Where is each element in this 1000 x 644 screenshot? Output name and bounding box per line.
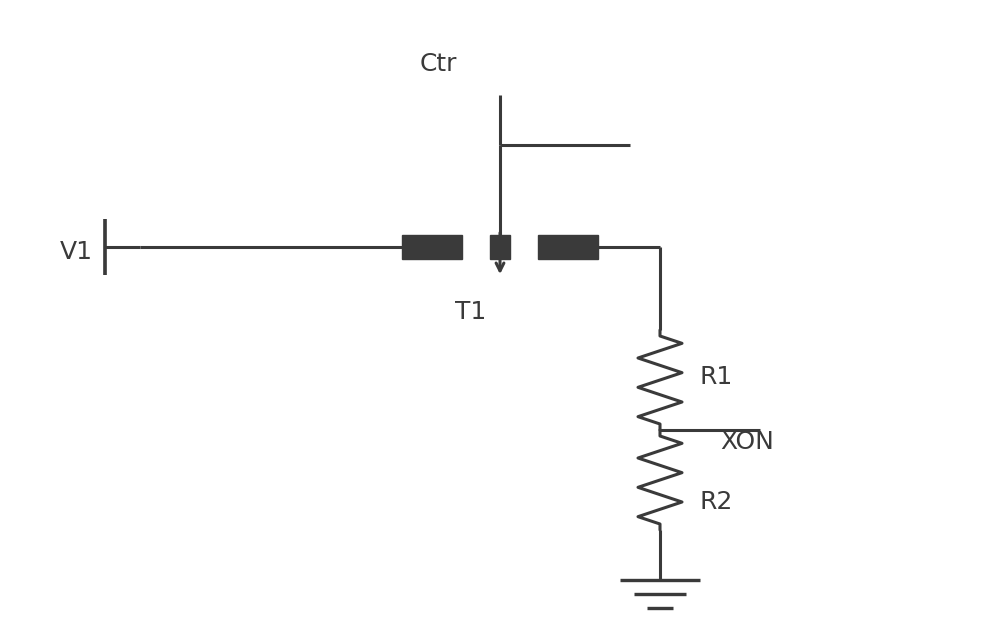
Text: Ctr: Ctr: [420, 52, 458, 76]
Polygon shape: [402, 235, 462, 259]
Text: R2: R2: [700, 490, 733, 514]
Polygon shape: [538, 235, 598, 259]
Text: R1: R1: [700, 365, 733, 389]
Polygon shape: [490, 235, 510, 259]
Text: XON: XON: [720, 430, 774, 454]
Text: T1: T1: [455, 300, 486, 324]
Text: V1: V1: [60, 240, 93, 264]
